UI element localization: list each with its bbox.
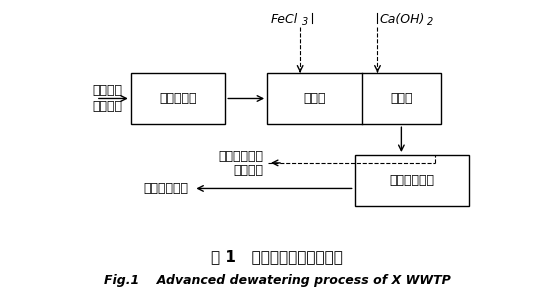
Text: 卸料稀释池: 卸料稀释池 — [159, 92, 197, 105]
Bar — [131, 73, 225, 124]
Text: 泥饼外运填埋: 泥饼外运填埋 — [143, 182, 188, 195]
Text: Ca(OH): Ca(OH) — [379, 13, 425, 26]
Text: 储泥池: 储泥池 — [390, 92, 413, 105]
Text: 2: 2 — [427, 17, 433, 27]
Text: 污水管网: 污水管网 — [233, 164, 263, 177]
Text: 浓缩污泥: 浓缩污泥 — [93, 84, 123, 97]
Text: 脱水污泥: 脱水污泥 — [93, 100, 123, 113]
Text: 隔膜压滤系统: 隔膜压滤系统 — [389, 174, 434, 187]
Bar — [355, 155, 469, 206]
Text: 图 1   某厂深度脱水工艺流程: 图 1 某厂深度脱水工艺流程 — [211, 250, 343, 265]
Text: 滤液排至厂区: 滤液排至厂区 — [218, 151, 263, 163]
Text: 3: 3 — [302, 17, 309, 27]
Text: 调理池: 调理池 — [303, 92, 326, 105]
Text: Fig.1    Advanced dewatering process of X WWTP: Fig.1 Advanced dewatering process of X W… — [104, 274, 450, 287]
Bar — [267, 73, 441, 124]
Text: FeCl: FeCl — [271, 13, 298, 26]
